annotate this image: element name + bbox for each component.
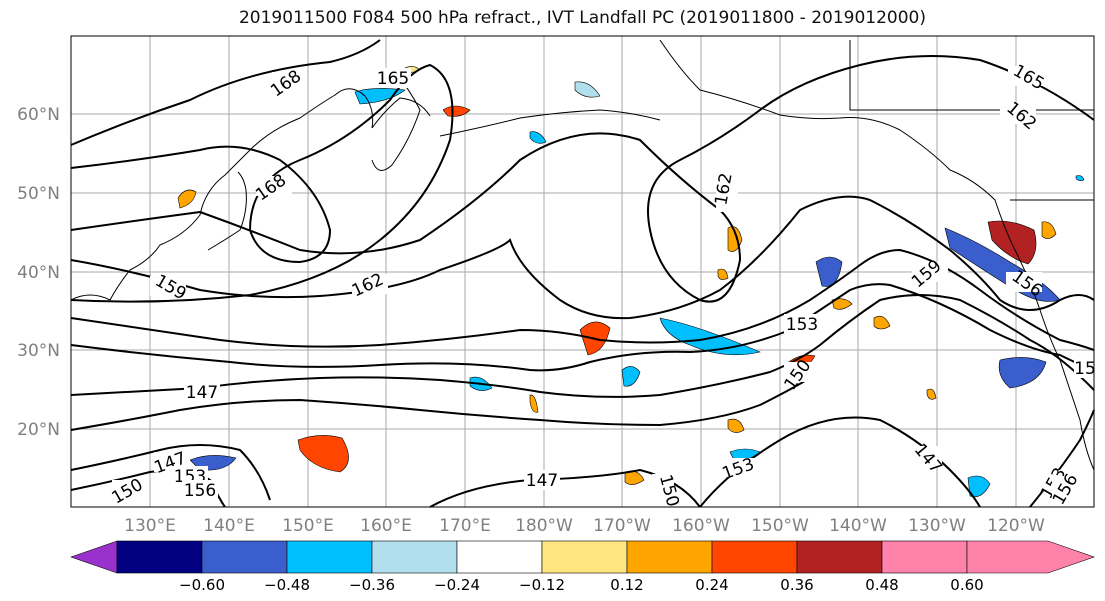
patch-orange: [717, 268, 729, 280]
lon-label: 140°E: [203, 516, 255, 536]
kamchatka: [371, 71, 421, 171]
lon-labels: 130°E 140°E 150°E 160°E 170°E 180°W 170°…: [124, 516, 1045, 536]
patch-darkblue: [998, 357, 1047, 389]
colorbar-tick-label: 0.12: [610, 576, 643, 594]
contour-label: 165: [377, 69, 409, 89]
contour: [70, 294, 1095, 398]
contour: [70, 248, 1095, 351]
colorbar-bin: [286, 540, 373, 574]
colorbar-bin: [881, 540, 968, 574]
colorbar-bin: [201, 540, 288, 574]
lon-label: 170°W: [593, 516, 651, 536]
colorbar-tick-label: 0.24: [695, 576, 728, 594]
colorbar-bin: [711, 540, 798, 574]
lat-labels: 60°N 50°N 40°N 30°N 20°N: [17, 105, 60, 440]
japan: [207, 171, 247, 251]
lon-label: 130°E: [124, 516, 176, 536]
lon-label: 170°E: [439, 516, 491, 536]
colorbar-tick-label: −0.12: [519, 576, 565, 594]
patch-lightblue: [529, 131, 547, 144]
patch-red: [987, 220, 1037, 265]
patch-orange: [177, 189, 197, 209]
lon-label: 160°E: [360, 516, 412, 536]
map-title: 2019011500 F084 500 hPa refract., IVT La…: [238, 8, 926, 28]
patch-lightblue: [621, 366, 641, 387]
colorbar-bin: [116, 540, 203, 574]
colorbar-tick-label: −0.48: [264, 576, 310, 594]
colorbar-bin: [456, 540, 543, 574]
contour: [70, 55, 1095, 303]
colorbar-tick-label: −0.24: [434, 576, 480, 594]
contour-label: 156: [184, 481, 216, 501]
colorbar: [70, 540, 1095, 574]
contour: [70, 283, 1095, 372]
lon-label: 150°W: [751, 516, 809, 536]
height-contours: [70, 39, 1095, 508]
lat-label: 30°N: [17, 341, 60, 361]
shaded-patches: [177, 66, 1085, 498]
lon-label: 180°W: [515, 516, 573, 536]
lon-label: 150°E: [282, 516, 334, 536]
lat-label: 50°N: [17, 184, 60, 204]
colorbar-bin: [541, 540, 628, 574]
colorbar-tick-label: −0.60: [179, 576, 225, 594]
alaska-coast: [659, 39, 1016, 251]
graticule: [71, 36, 1094, 507]
patch-orange: [529, 394, 539, 413]
colorbar-bin: [796, 540, 883, 574]
patch-orange: [926, 388, 937, 400]
lon-label: 130°W: [908, 516, 966, 536]
colorbar-tick-label: −0.36: [349, 576, 395, 594]
patch-orange: [831, 298, 853, 310]
patch-orange: [873, 315, 891, 330]
patch-orange: [727, 418, 745, 433]
contour: [70, 63, 454, 303]
lon-label: 160°W: [672, 516, 730, 536]
contour: [70, 39, 381, 146]
colorbar-tick-label: 0.36: [780, 576, 813, 594]
patch-orange: [1041, 221, 1057, 239]
colorbar-extend-low: [70, 540, 118, 574]
map-border: [70, 35, 1095, 508]
lon-label: 140°W: [829, 516, 887, 536]
aleutians: [439, 109, 661, 137]
contour-label: 147: [526, 471, 558, 491]
colorbar-bin: [371, 540, 458, 574]
lat-label: 60°N: [17, 105, 60, 125]
colorbar-extend-high: [966, 540, 1095, 574]
contour: [70, 444, 271, 501]
contour-label: 147: [186, 383, 218, 403]
colorbar-bin: [626, 540, 713, 574]
patch-lightblue: [815, 256, 843, 287]
patch-lightblue: [574, 81, 601, 98]
lat-label: 40°N: [17, 263, 60, 283]
contour-label: 15: [1074, 359, 1096, 379]
contour: [70, 195, 1095, 320]
contour: [70, 377, 811, 431]
colorbar-tick-label: 0.48: [865, 576, 898, 594]
lat-label: 20°N: [17, 420, 60, 440]
contour-label: 153: [786, 315, 818, 335]
patch-lightblue: [1075, 175, 1085, 181]
colorbar-tick-label: 0.60: [950, 576, 983, 594]
patch-orange: [297, 435, 349, 473]
lon-label: 120°W: [987, 516, 1045, 536]
colorbar-ticks: −0.60 −0.48 −0.36 −0.24 −0.12 0.12 0.24 …: [179, 576, 984, 594]
